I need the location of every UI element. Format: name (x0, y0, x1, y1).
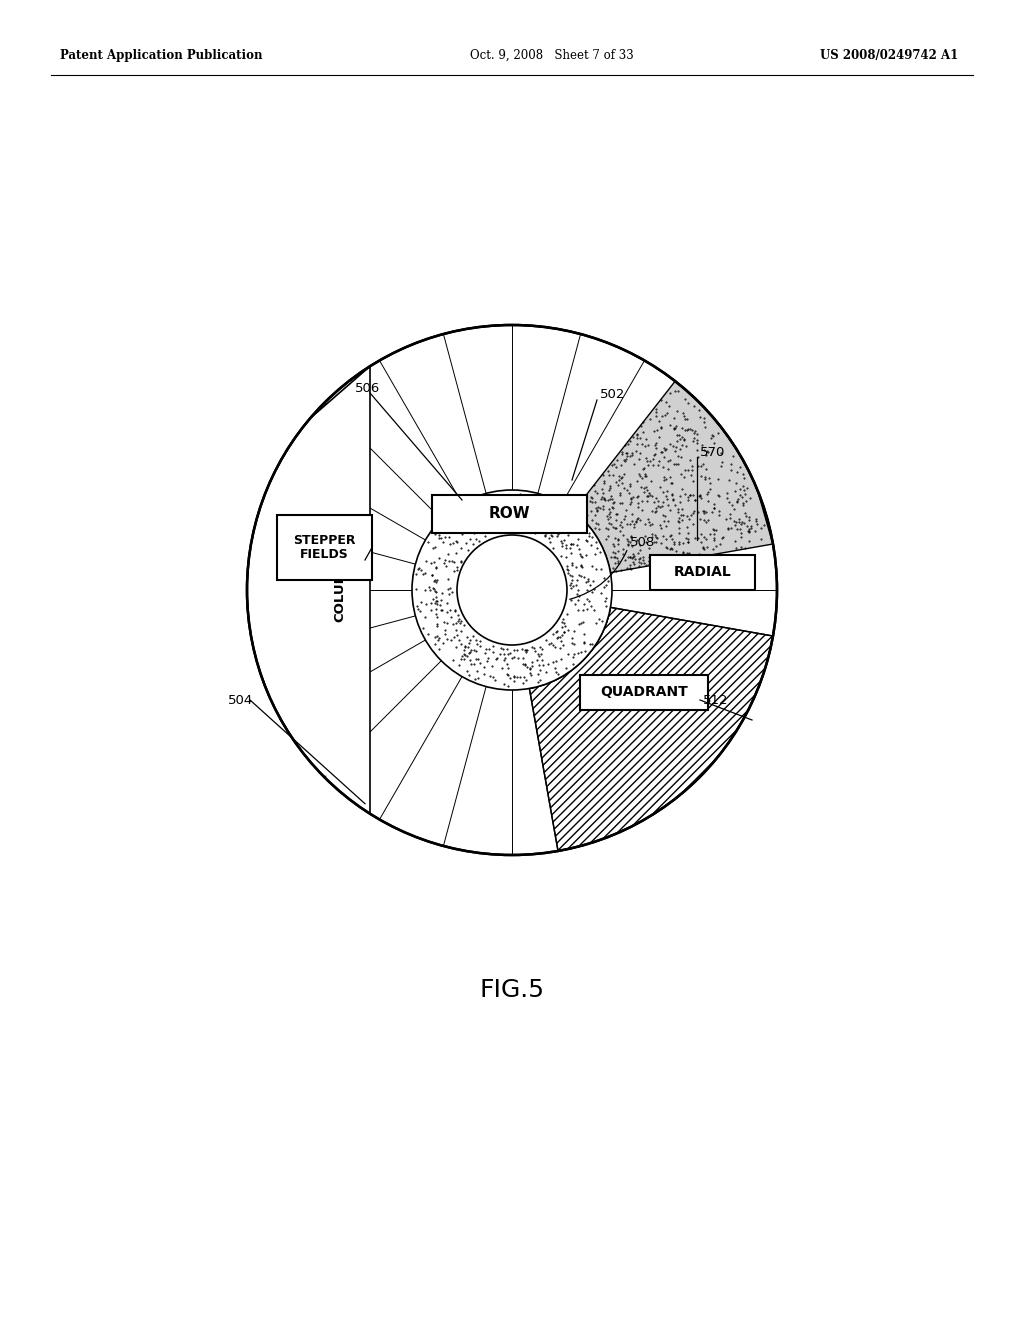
Text: COLUMN: COLUMN (334, 558, 346, 622)
Text: STEPPER
FIELDS: STEPPER FIELDS (293, 533, 355, 561)
Bar (650, 554, 755, 590)
Circle shape (457, 535, 567, 645)
Bar (580, 675, 708, 710)
Text: 570: 570 (700, 446, 725, 458)
Text: 506: 506 (355, 381, 380, 395)
Polygon shape (573, 381, 773, 573)
Text: 512: 512 (703, 693, 728, 706)
Polygon shape (529, 607, 773, 851)
Text: 508: 508 (630, 536, 655, 549)
Text: QUADRANT: QUADRANT (600, 685, 688, 700)
Bar (278, 515, 372, 579)
Text: ROW: ROW (488, 507, 530, 521)
Polygon shape (529, 607, 773, 851)
Text: Oct. 9, 2008   Sheet 7 of 33: Oct. 9, 2008 Sheet 7 of 33 (470, 49, 634, 62)
Text: FIG.5: FIG.5 (479, 978, 545, 1002)
Circle shape (412, 490, 612, 690)
Text: RADIAL: RADIAL (674, 565, 731, 579)
Text: Patent Application Publication: Patent Application Publication (60, 49, 262, 62)
Polygon shape (247, 366, 370, 813)
Text: US 2008/0249742 A1: US 2008/0249742 A1 (820, 49, 958, 62)
Bar (432, 495, 587, 533)
Polygon shape (251, 325, 773, 545)
Text: 504: 504 (228, 693, 253, 706)
Text: 502: 502 (600, 388, 626, 401)
